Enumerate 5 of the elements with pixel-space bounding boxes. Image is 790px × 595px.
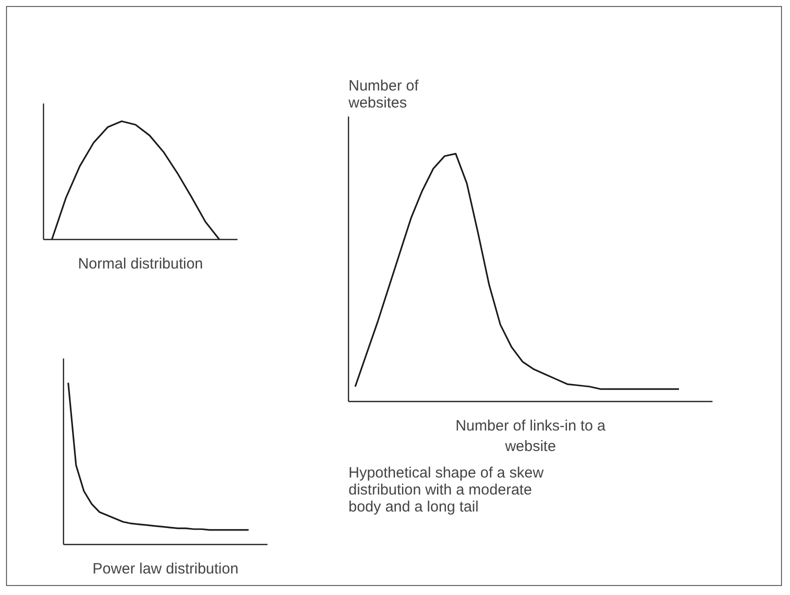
x-axis-title: Power law distribution xyxy=(92,560,238,578)
text: Hypothetical shape of a skew distribution with a moderate body and a long tail xyxy=(348,464,544,516)
x-axis-title: Number of links-in to a website xyxy=(455,418,606,455)
y-axis-title: Number of websites xyxy=(348,78,420,112)
x-axis-title: Normal distribution xyxy=(78,256,204,272)
